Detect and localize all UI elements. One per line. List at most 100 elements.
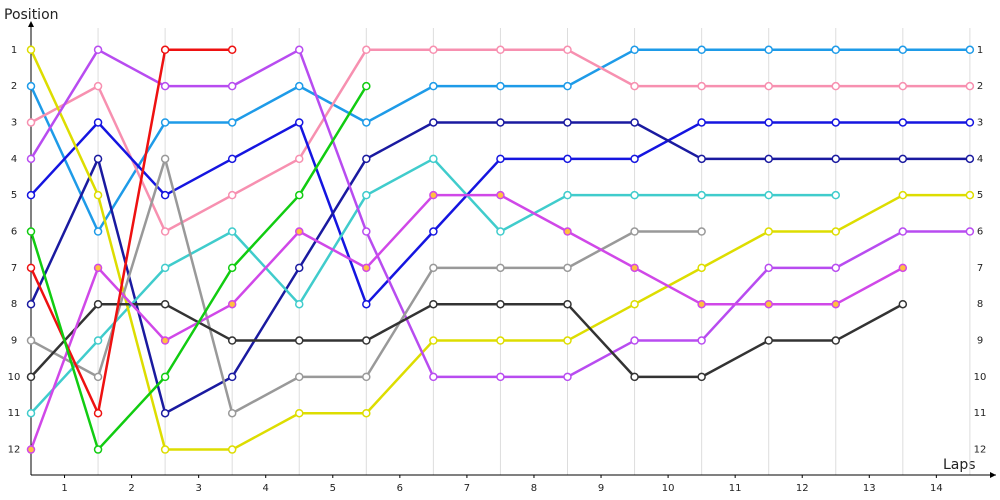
marker (160, 372, 170, 382)
marker (295, 190, 304, 200)
marker (965, 227, 975, 236)
marker (160, 45, 170, 55)
marker (630, 372, 639, 382)
marker (965, 118, 975, 127)
marker (496, 118, 505, 127)
y-tick-label: 4 (11, 154, 17, 165)
marker (429, 81, 438, 91)
marker (630, 81, 639, 91)
marker (26, 190, 36, 200)
marker (630, 154, 639, 164)
marker (160, 263, 170, 273)
marker (965, 45, 975, 55)
marker (362, 299, 371, 309)
marker (831, 45, 841, 55)
y-tick-label-right: 9 (977, 336, 983, 347)
marker (630, 263, 639, 273)
marker (26, 372, 36, 382)
y-tick-label: 8 (11, 299, 17, 310)
marker (831, 190, 841, 200)
marker (563, 227, 572, 236)
y-tick-label: 10 (8, 372, 21, 383)
marker (630, 227, 639, 236)
marker (362, 154, 371, 164)
marker (26, 336, 36, 345)
series-line (29, 193, 904, 450)
y-tick-label: 1 (11, 45, 17, 56)
y-tick-label-right: 7 (977, 263, 983, 274)
marker (965, 154, 975, 164)
marker (26, 154, 36, 164)
y-tick-label-right: 8 (977, 299, 983, 310)
y-tick-label: 12 (8, 445, 21, 456)
x-tick-label: 11 (729, 483, 742, 494)
marker (93, 336, 103, 345)
y-tick-label: 3 (11, 117, 17, 128)
marker (697, 45, 706, 55)
marker (831, 81, 841, 91)
marker (93, 445, 103, 454)
marker (227, 445, 237, 454)
marker (227, 227, 237, 236)
marker (362, 263, 371, 273)
marker (898, 81, 908, 91)
marker (764, 118, 773, 127)
marker (93, 408, 103, 418)
marker (898, 45, 908, 55)
x-tick-label: 6 (397, 483, 403, 494)
marker (26, 263, 36, 273)
marker (295, 372, 304, 382)
marker (93, 154, 103, 164)
marker (26, 299, 36, 309)
marker (429, 372, 438, 382)
marker (227, 45, 237, 55)
marker (630, 336, 639, 345)
marker (295, 45, 304, 55)
marker (563, 190, 572, 200)
x-tick-label: 2 (128, 483, 134, 494)
marker (362, 408, 371, 418)
marker (93, 81, 103, 91)
marker (831, 299, 841, 309)
y-tick-label-right: 2 (977, 81, 983, 92)
marker (26, 227, 36, 236)
marker (429, 227, 438, 236)
marker (630, 299, 639, 309)
marker (429, 299, 438, 309)
marker (496, 299, 505, 309)
marker (563, 263, 572, 273)
x-tick-label: 7 (464, 483, 470, 494)
marker (563, 81, 572, 91)
marker (563, 45, 572, 55)
marker (160, 227, 170, 236)
marker (93, 45, 103, 55)
marker (563, 299, 572, 309)
marker (26, 118, 36, 127)
marker (295, 408, 304, 418)
marker (160, 299, 170, 309)
marker (898, 118, 908, 127)
marker (26, 408, 36, 418)
marker (160, 336, 170, 345)
y-tick-label: 9 (11, 336, 17, 347)
x-axis-label: Laps (943, 457, 976, 473)
marker (362, 227, 371, 236)
marker (362, 190, 371, 200)
marker (295, 154, 304, 164)
marker (697, 190, 706, 200)
marker (496, 372, 505, 382)
marker (496, 45, 505, 55)
y-tick-label-right: 12 (974, 445, 987, 456)
marker (26, 81, 36, 91)
marker (898, 227, 908, 236)
y-tick-label: 6 (11, 227, 17, 238)
marker (227, 299, 237, 309)
marker (563, 336, 572, 345)
y-tick-label-right: 1 (977, 45, 983, 56)
marker (697, 118, 706, 127)
marker (898, 263, 908, 273)
marker (563, 118, 572, 127)
x-tick-label: 5 (330, 483, 336, 494)
y-axis-arrow (28, 21, 34, 27)
marker (362, 45, 371, 55)
